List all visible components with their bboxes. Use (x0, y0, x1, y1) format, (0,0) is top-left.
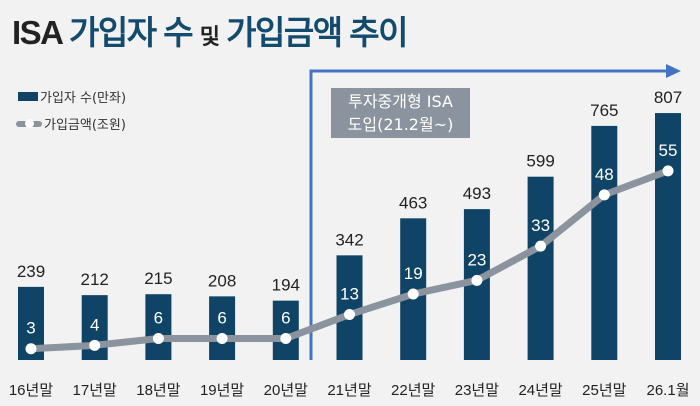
annotation-line2: 도입(21.2월~) (347, 115, 454, 134)
x-tick-label: 16년말 (9, 382, 53, 399)
amount-value-label: 33 (531, 216, 550, 235)
bar-value-label: 239 (17, 262, 45, 281)
legend-line-swatch (16, 117, 42, 131)
bar-value-label: 493 (463, 184, 491, 203)
x-tick-label: 22년말 (391, 382, 435, 399)
x-tick-label: 17년말 (73, 382, 117, 399)
amount-point (216, 332, 228, 344)
amount-value-label: 3 (26, 319, 35, 338)
annotation-box: 투자중개형 ISA 도입(21.2월~) (331, 88, 470, 138)
bar-value-label: 208 (208, 271, 236, 290)
x-tick-label: 25년말 (582, 382, 626, 399)
amount-point (407, 288, 419, 300)
amount-point (344, 309, 355, 321)
intro-arrow-head (666, 64, 681, 78)
amount-point (89, 339, 101, 351)
title-subscribers: 가입자 수 (68, 14, 194, 51)
title-isa: ISA (12, 14, 63, 51)
bar-value-label: 463 (399, 193, 427, 212)
annotation-line1: 투자중개형 ISA (348, 92, 453, 111)
amount-value-label: 4 (90, 315, 99, 334)
bar-value-label: 212 (81, 270, 109, 289)
x-tick-label: 18년말 (136, 382, 180, 399)
x-tick-label: 24년말 (518, 382, 562, 399)
bar-value-label: 765 (590, 101, 618, 120)
amount-point (598, 189, 610, 201)
legend-bar-label: 가입자 수(만좌) (40, 91, 127, 106)
intro-bracket-line (309, 69, 668, 360)
amount-value-label: 19 (404, 264, 423, 283)
x-tick-label: 21년말 (327, 382, 371, 399)
x-tick-label: 19년말 (200, 382, 244, 399)
bar-value-label: 215 (144, 269, 172, 288)
amount-point (152, 332, 164, 344)
x-tick-label: 26.1월 (647, 382, 690, 399)
page-title: ISA 가입자 수 및 가입금액 추이 (12, 6, 409, 54)
bar-value-label: 342 (335, 230, 363, 249)
bar (336, 255, 363, 360)
legend-line-label: 가입금액(조원) (44, 118, 126, 133)
bar (145, 294, 172, 360)
amount-value-label: 6 (217, 308, 226, 327)
amount-point (280, 332, 292, 344)
bar (272, 300, 299, 360)
bar-value-label: 807 (654, 88, 682, 107)
amount-value-label: 23 (467, 250, 486, 269)
amount-value-label: 55 (659, 141, 678, 160)
legend-line: 가입금액(조원) (16, 114, 126, 133)
x-tick-label: 20년말 (264, 382, 308, 399)
amount-value-label: 48 (595, 165, 614, 184)
title-and: 및 (199, 24, 220, 49)
bar (591, 125, 618, 360)
x-tick-label: 23년말 (455, 382, 499, 399)
legend-bar: 가입자 수(만좌) (18, 87, 126, 106)
bar (527, 176, 554, 360)
title-amount-trend: 가입금액 추이 (226, 14, 408, 51)
legend-bar-swatch (18, 92, 38, 101)
bar-value-label: 599 (526, 152, 554, 171)
bar (655, 113, 681, 360)
amount-value-label: 13 (340, 285, 359, 304)
bar-value-label: 194 (272, 276, 300, 295)
amount-point (471, 274, 483, 286)
bar (209, 296, 236, 360)
amount-value-label: 6 (281, 308, 290, 327)
amount-point (25, 343, 37, 355)
amount-point (535, 240, 547, 252)
amount-point (662, 165, 674, 177)
amount-value-label: 6 (154, 308, 163, 327)
